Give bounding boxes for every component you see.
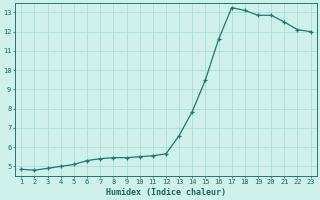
X-axis label: Humidex (Indice chaleur): Humidex (Indice chaleur) (106, 188, 226, 197)
